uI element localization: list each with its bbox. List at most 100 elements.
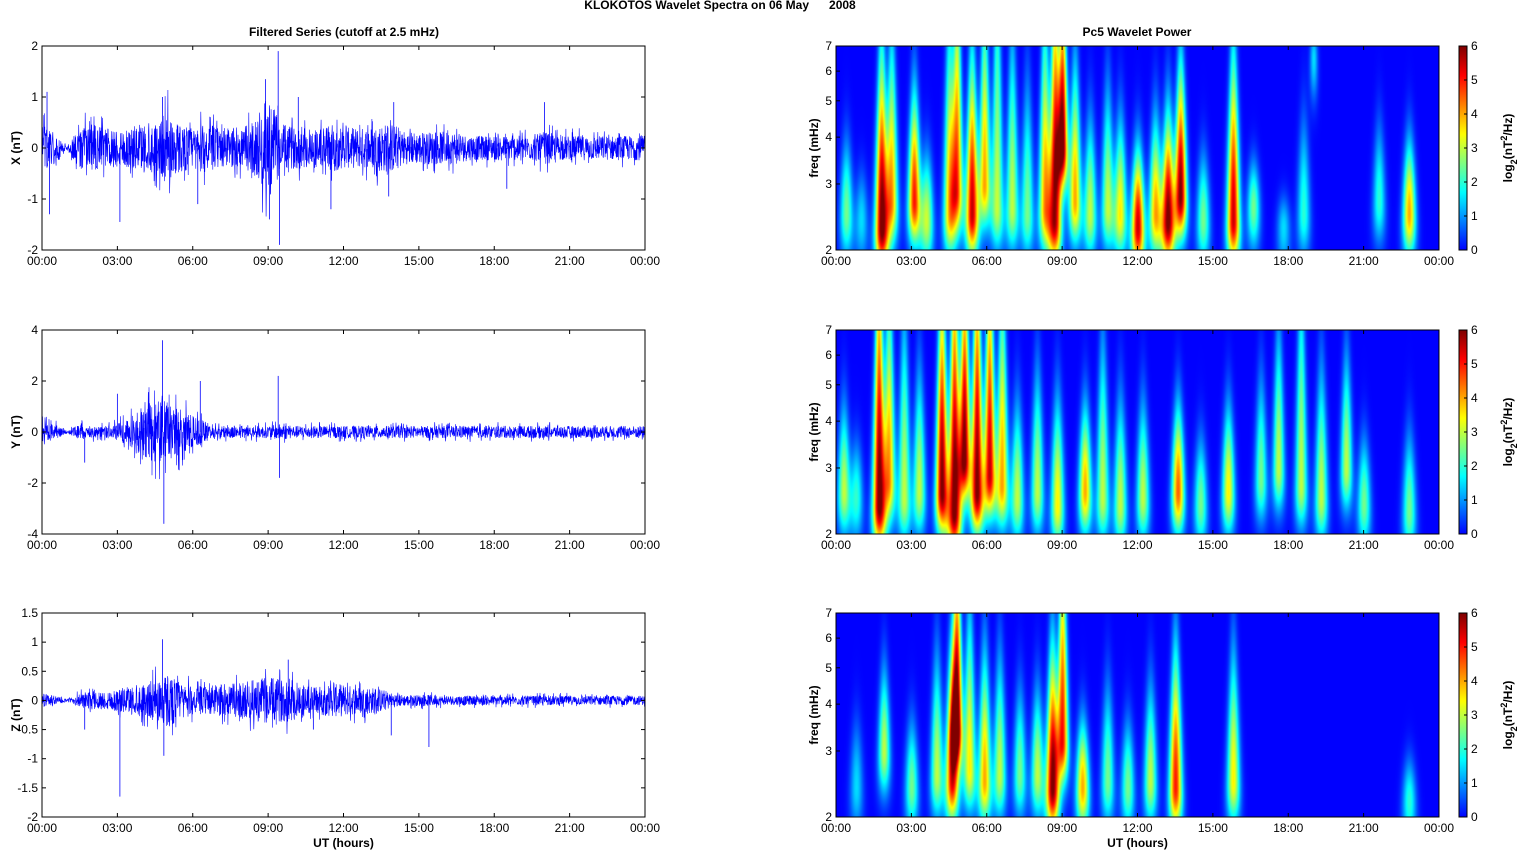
wavelet-ytick-label: 2	[825, 243, 832, 257]
series-ytick-label: 1	[31, 635, 38, 649]
wavelet-xtick-label: 09:00	[1047, 821, 1077, 835]
wavelet-xtick-label: 00:00	[1424, 538, 1454, 552]
colorbar-gradient	[1459, 46, 1467, 250]
colorbar-tick-label: 0	[1471, 243, 1478, 257]
wavelet-xtick-label: 03:00	[896, 254, 926, 268]
wavelet-xtick-label: 18:00	[1273, 538, 1303, 552]
series-panel-y: -4 -2 0 2 4 00:00 03:00 06:00 09:00 12:00 15:00 18:…	[9, 323, 660, 552]
series-xlabel: UT (hours)	[313, 836, 374, 850]
colorbar-gradient	[1459, 330, 1467, 534]
series-ytick-label: -4	[27, 527, 38, 541]
colorbar-tick-label: 3	[1471, 708, 1478, 722]
series-ytick-label: -2	[27, 810, 38, 824]
series-ylabel: X (nT)	[9, 131, 23, 165]
series-xtick-label: 21:00	[555, 254, 585, 268]
wavelet-xtick-label: 03:00	[896, 538, 926, 552]
colorbar-label: log2(nT2/Hz)	[1499, 114, 1519, 183]
wavelet-ytick-label: 2	[825, 810, 832, 824]
wavelet-ytick-label: 5	[825, 378, 832, 392]
colorbar-tick-label: 3	[1471, 425, 1478, 439]
series-xtick-label: 15:00	[404, 821, 434, 835]
wavelet-ylabel: freq (mHz)	[807, 402, 821, 461]
series-xtick-label: 06:00	[178, 821, 208, 835]
colorbar-tick-label: 5	[1471, 357, 1478, 371]
wavelet-xtick-label: 21:00	[1349, 538, 1379, 552]
wavelet-xtick-label: 15:00	[1198, 538, 1228, 552]
wavelet-xtick-label: 12:00	[1122, 254, 1152, 268]
wavelet-xtick-label: 00:00	[1424, 254, 1454, 268]
colorbar-label: log2(nT2/Hz)	[1499, 681, 1519, 750]
wavelet-ylabel: freq (mHz)	[807, 685, 821, 744]
series-xtick-label: 03:00	[102, 254, 132, 268]
wavelet-xtick-label: 18:00	[1273, 254, 1303, 268]
series-panel-z: -2 -1.5 -1 -0.5 0 0.5 1 1.5 00:00 03:00 06:00 09:00…	[9, 606, 660, 850]
wavelet-xtick-label: 12:00	[1122, 538, 1152, 552]
wavelet-xtick-label: 03:00	[896, 821, 926, 835]
wavelet-ytick-label: 6	[825, 631, 832, 645]
wavelet-xtick-label: 15:00	[1198, 821, 1228, 835]
series-ytick-label: 4	[31, 323, 38, 337]
wavelet-ytick-label: 3	[825, 177, 832, 191]
wavelet-power-map	[836, 46, 1439, 250]
series-trace-x	[41, 89, 646, 217]
wavelet-ytick-label: 4	[825, 130, 832, 144]
wavelet-xtick-label: 09:00	[1047, 254, 1077, 268]
series-xtick-label: 18:00	[479, 254, 509, 268]
wavelet-ytick-label: 5	[825, 661, 832, 675]
wavelet-xtick-label: 06:00	[972, 254, 1002, 268]
wavelet-ytick-label: 7	[825, 606, 832, 620]
colorbar-tick-label: 6	[1471, 39, 1478, 53]
series-xtick-label: 06:00	[178, 538, 208, 552]
series-xtick-label: 00:00	[27, 821, 57, 835]
wavelet-xtick-label: 06:00	[972, 538, 1002, 552]
colorbar-tick-label: 1	[1471, 493, 1478, 507]
series-xtick-label: 00:00	[630, 538, 660, 552]
wavelet-xtick-label: 21:00	[1349, 254, 1379, 268]
series-ytick-label: 1.5	[21, 606, 38, 620]
wavelet-panel-y: 2 3 4 5 6 7 00:00 03:00 06:00 09:00 12:00 15:00 18:0…	[807, 323, 1519, 552]
wavelet-xtick-label: 15:00	[1198, 254, 1228, 268]
series-xtick-label: 18:00	[479, 821, 509, 835]
wavelet-xtick-label: 06:00	[972, 821, 1002, 835]
right-column-title: Pc5 Wavelet Power	[1083, 25, 1192, 39]
colorbar-tick-label: 0	[1471, 527, 1478, 541]
wavelet-ylabel: freq (mHz)	[807, 118, 821, 177]
series-xtick-label: 09:00	[253, 254, 283, 268]
colorbar-tick-label: 0	[1471, 810, 1478, 824]
colorbar-tick-label: 6	[1471, 323, 1478, 337]
colorbar-gradient	[1459, 613, 1467, 817]
series-xtick-label: 09:00	[253, 821, 283, 835]
series-ytick-label: 2	[31, 374, 38, 388]
colorbar-tick-label: 1	[1471, 776, 1478, 790]
wavelet-ytick-label: 4	[825, 697, 832, 711]
wavelet-xtick-label: 00:00	[821, 538, 851, 552]
colorbar-tick-label: 2	[1471, 742, 1478, 756]
left-column-title: Filtered Series (cutoff at 2.5 mHz)	[249, 25, 439, 39]
series-xtick-label: 06:00	[178, 254, 208, 268]
series-ytick-label: -0.5	[17, 723, 38, 737]
series-xtick-label: 12:00	[328, 821, 358, 835]
wavelet-power-map	[836, 330, 1439, 534]
series-panel-x: -2 -1 0 1 2 00:00 03:00 06:00 09:00 12:00 15:00 18:…	[9, 39, 660, 268]
series-ytick-label: -1	[27, 752, 38, 766]
wavelet-xtick-label: 12:00	[1122, 821, 1152, 835]
series-xtick-label: 00:00	[27, 254, 57, 268]
series-ylabel: Y (nT)	[9, 415, 23, 449]
colorbar-tick-label: 4	[1471, 107, 1478, 121]
wavelet-panel-z: 2 3 4 5 6 7 00:00 03:00 06:00 09:00 12:00 15:00 18:0…	[807, 606, 1519, 850]
series-ytick-label: 0.5	[21, 664, 38, 678]
series-ytick-label: 0	[31, 425, 38, 439]
wavelet-ytick-label: 7	[825, 39, 832, 53]
series-xtick-label: 00:00	[630, 821, 660, 835]
series-ylabel: Z (nT)	[9, 698, 23, 731]
wavelet-xtick-label: 21:00	[1349, 821, 1379, 835]
series-ytick-label: 1	[31, 90, 38, 104]
colorbar-tick-label: 3	[1471, 141, 1478, 155]
colorbar-tick-label: 2	[1471, 175, 1478, 189]
series-plot-area	[42, 613, 645, 817]
wavelet-xtick-label: 00:00	[1424, 821, 1454, 835]
colorbar-tick-label: 2	[1471, 459, 1478, 473]
colorbar-label: log2(nT2/Hz)	[1499, 398, 1519, 467]
series-xtick-label: 03:00	[102, 821, 132, 835]
